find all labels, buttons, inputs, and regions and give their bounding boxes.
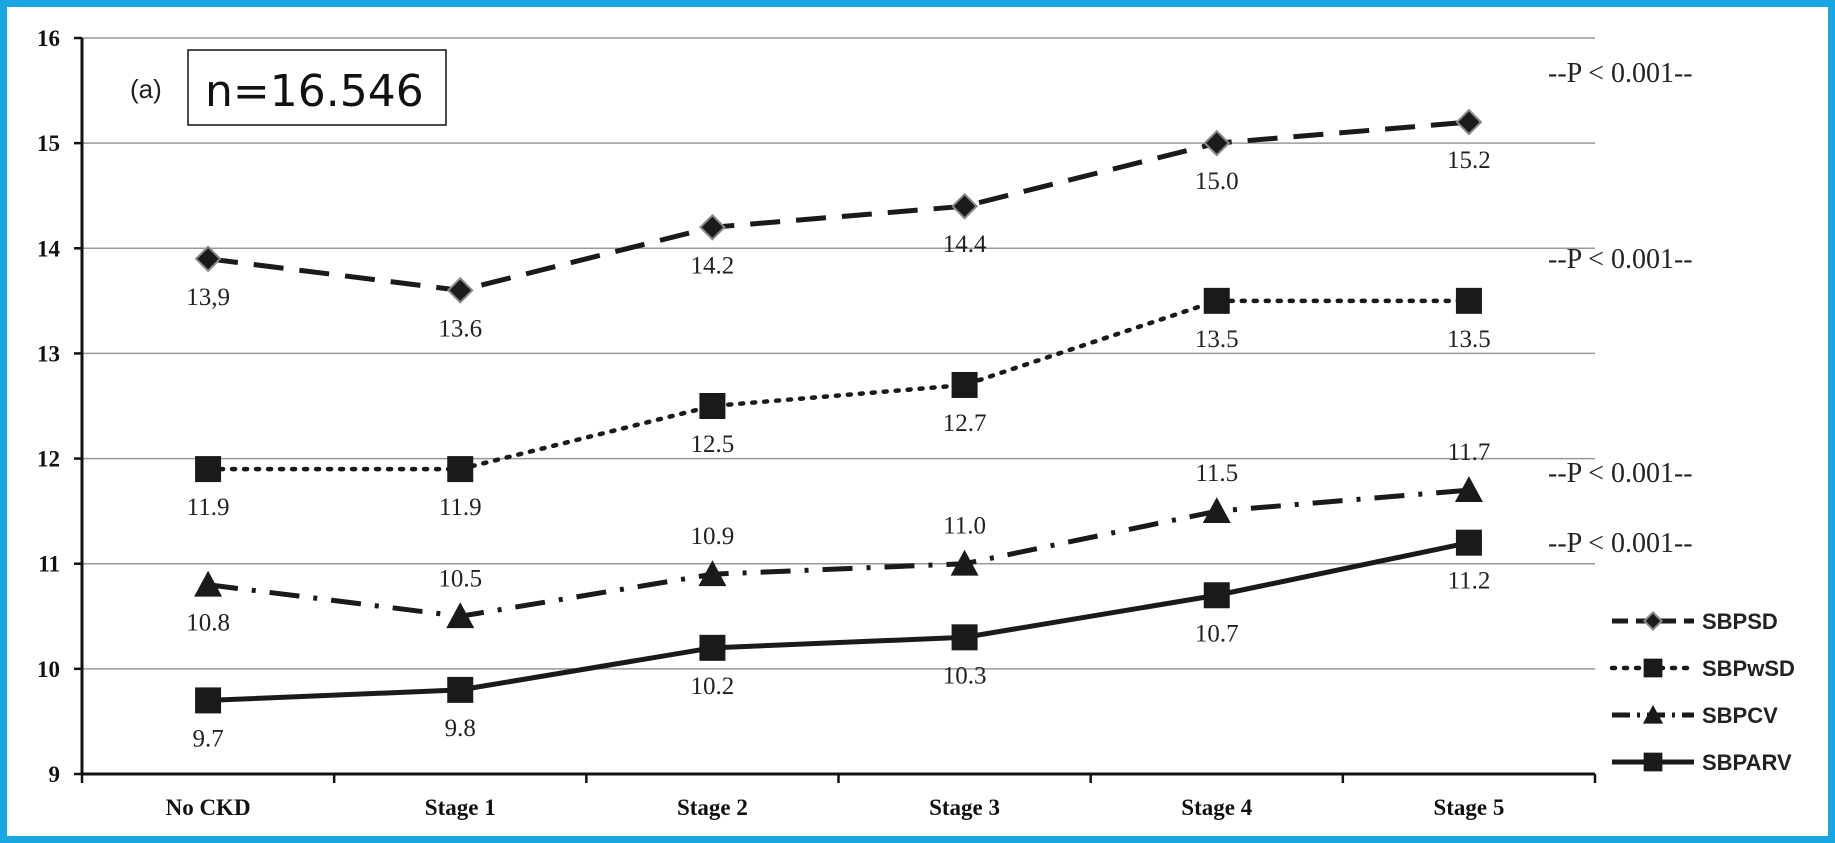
legend-marker-sbpcv — [1642, 704, 1664, 724]
data-label: 11.7 — [1448, 439, 1491, 466]
data-label: 12.7 — [943, 410, 987, 437]
legend-label: SBPARV — [1702, 750, 1792, 775]
data-point-sbpcv — [194, 570, 223, 597]
data-label: 9.7 — [192, 725, 223, 752]
legend-label: SBPSD — [1702, 609, 1778, 634]
data-label: 10.3 — [943, 662, 987, 689]
p-value-label: --P < 0.001-- — [1548, 528, 1693, 559]
legend-marker-sbpwsd — [1643, 658, 1663, 678]
data-label: 11.9 — [439, 494, 482, 521]
data-label: 10.5 — [438, 565, 482, 592]
data-label: 15.2 — [1447, 147, 1491, 174]
data-point-sbpwsd — [1203, 287, 1230, 314]
data-label: 14.4 — [943, 231, 987, 258]
series-line-sbpwsd — [205, 298, 1472, 472]
axes: 9 10 11 12 13 14 15 16 No CKD Stage 1 Stage 2 Stage… — [37, 26, 1597, 820]
series-line-sbparv — [207, 540, 1470, 703]
data-point-sbparv — [1455, 529, 1482, 556]
data-point-sbpcv — [1202, 497, 1231, 524]
data-point-sbpwsd — [951, 371, 978, 398]
y-tick-label: 10 — [37, 657, 60, 682]
sample-size-label: n=16.546 — [205, 66, 424, 117]
y-tick-label: 15 — [37, 131, 60, 156]
data-point-sbpsd — [1203, 129, 1231, 157]
grid-lines — [82, 37, 1595, 670]
data-point-sbparv — [951, 624, 978, 651]
x-tick-label: Stage 3 — [929, 795, 1000, 820]
data-label: 10.8 — [186, 610, 230, 637]
data-point-sbparv — [447, 676, 474, 703]
data-label: 10.2 — [691, 673, 735, 700]
x-tick-label: Stage 2 — [677, 795, 748, 820]
series-lines — [194, 108, 1483, 714]
data-point-sbpsd — [446, 276, 474, 304]
x-tick-label: Stage 1 — [425, 795, 496, 820]
data-point-sbpsd — [951, 192, 978, 220]
data-label: 15.0 — [1195, 168, 1239, 195]
data-point-sbpcv — [446, 602, 475, 629]
data-label: 11.5 — [1195, 460, 1238, 487]
data-label: 11.2 — [1448, 568, 1491, 595]
data-point-sbpwsd — [195, 456, 222, 483]
y-tick-label: 9 — [49, 762, 61, 787]
data-label: 9.8 — [445, 715, 476, 742]
data-point-sbparv — [1203, 582, 1230, 609]
sample-size-box — [187, 49, 447, 126]
x-tick-label: Stage 4 — [1181, 795, 1252, 820]
y-tick-label: 13 — [37, 341, 60, 366]
data-point-sbpwsd — [699, 393, 726, 419]
data-label: 12.5 — [691, 431, 735, 458]
p-value-label: --P < 0.001-- — [1548, 58, 1693, 89]
legend: SBPSD SBPwSD SBPCV SBPARV — [1609, 609, 1795, 775]
y-tick-label: 16 — [37, 26, 60, 51]
p-value-label: --P < 0.001-- — [1548, 458, 1693, 489]
p-value-label: --P < 0.001-- — [1548, 244, 1693, 275]
series-line-sbpsd — [207, 119, 1470, 293]
data-point-sbpwsd — [1455, 287, 1482, 314]
data-point-sbpwsd — [447, 456, 474, 483]
data-point-sbparv — [195, 687, 222, 714]
data-label: 13,9 — [186, 284, 230, 311]
data-label: 13.6 — [438, 315, 482, 342]
panel-label: (a) — [130, 74, 162, 104]
y-tick-label: 11 — [38, 552, 60, 577]
data-point-sbpcv — [950, 549, 979, 576]
x-tick-label: Stage 5 — [1433, 795, 1504, 820]
data-label: 11.9 — [187, 494, 230, 521]
y-tick-label: 14 — [37, 236, 61, 261]
data-label: 13.5 — [1195, 326, 1239, 353]
data-labels: 13,9 13.6 14.2 14.4 15.0 15.2 11.9 11.9 12.5 12.7… — [186, 147, 1491, 752]
legend-marker-sbparv — [1643, 752, 1663, 772]
y-tick-label: 12 — [37, 447, 60, 472]
series-line-sbpcv — [207, 487, 1470, 619]
data-point-sbpsd — [699, 213, 726, 241]
legend-label: SBPwSD — [1702, 656, 1795, 681]
data-point-sbparv — [699, 634, 726, 661]
data-label: 13.5 — [1447, 326, 1491, 353]
data-label: 10.9 — [691, 523, 735, 550]
data-label: 14.2 — [691, 252, 735, 279]
data-label: 11.0 — [943, 513, 986, 540]
data-point-sbpsd — [194, 245, 222, 273]
data-point-sbpsd — [1455, 108, 1483, 136]
data-label: 10.7 — [1195, 620, 1239, 647]
legend-label: SBPCV — [1702, 703, 1778, 728]
data-point-sbpcv — [698, 560, 727, 587]
legend-marker-sbpsd — [1642, 610, 1664, 632]
p-value-annotations: --P < 0.001-- --P < 0.001-- --P < 0.001-- -… — [1548, 58, 1693, 559]
data-point-sbpcv — [1454, 476, 1483, 503]
x-tick-label: No CKD — [166, 795, 251, 820]
